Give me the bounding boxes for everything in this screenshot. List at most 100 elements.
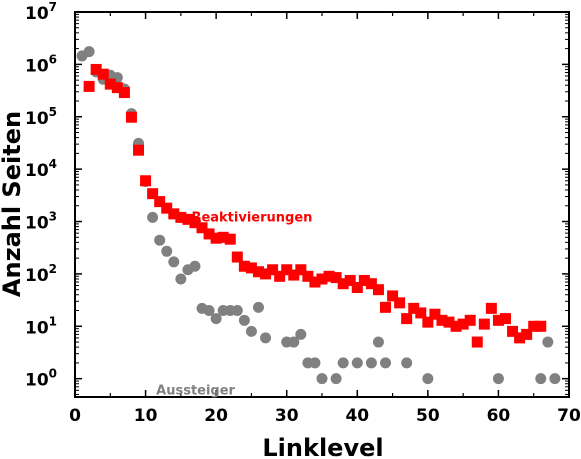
data-point-reaktivierungen — [521, 328, 533, 340]
x-tick-label: 40 — [345, 406, 369, 426]
data-point-reaktivierungen — [485, 302, 497, 314]
data-point-reaktivierungen — [337, 278, 349, 290]
data-point-reaktivierungen — [224, 233, 236, 245]
data-point-reaktivierungen — [217, 231, 229, 243]
data-point-reaktivierungen — [175, 211, 187, 223]
data-point-reaktivierungen — [83, 80, 95, 92]
data-point-reaktivierungen — [196, 222, 208, 234]
data-point-reaktivierungen — [118, 87, 130, 99]
data-point-reaktivierungen — [316, 273, 328, 285]
data-point-aussteiger — [549, 373, 561, 385]
data-point-aussteiger — [422, 373, 434, 385]
data-point-aussteiger — [309, 357, 321, 369]
data-point-aussteiger — [316, 373, 328, 385]
data-point-reaktivierungen — [189, 217, 201, 229]
data-point-aussteiger — [330, 373, 342, 385]
data-point-aussteiger — [401, 357, 413, 369]
data-point-aussteiger — [154, 234, 166, 246]
data-point-reaktivierungen — [415, 307, 427, 319]
data-point-aussteiger — [161, 245, 173, 257]
data-point-reaktivierungen — [344, 274, 356, 286]
y-tick-label: 101 — [25, 314, 57, 338]
data-point-reaktivierungen — [210, 232, 222, 244]
axis-ticks — [74, 11, 570, 397]
y-tick-label: 106 — [25, 52, 57, 76]
data-point-aussteiger — [492, 373, 504, 385]
data-point-reaktivierungen — [535, 320, 547, 332]
x-tick-label: 60 — [487, 406, 511, 426]
x-tick-label: 70 — [557, 406, 581, 426]
data-point-reaktivierungen — [302, 270, 314, 282]
data-point-reaktivierungen — [450, 320, 462, 332]
series-label-aussteiger: Aussteiger — [156, 383, 235, 398]
data-point-reaktivierungen — [111, 82, 123, 94]
data-point-reaktivierungen — [133, 144, 145, 156]
data-point-reaktivierungen — [528, 320, 540, 332]
x-tick-label: 50 — [416, 406, 440, 426]
data-point-reaktivierungen — [478, 318, 490, 330]
x-tick-label: 20 — [204, 406, 228, 426]
y-tick-label: 105 — [25, 105, 57, 129]
data-point-reaktivierungen — [288, 269, 300, 281]
x-tick-label: 0 — [69, 406, 81, 426]
y-tick-label: 107 — [25, 0, 57, 24]
data-point-aussteiger — [231, 305, 243, 317]
data-point-reaktivierungen — [168, 208, 180, 220]
data-point-reaktivierungen — [330, 272, 342, 284]
x-axis-title: Linklevel — [262, 434, 383, 459]
data-point-reaktivierungen — [203, 228, 215, 240]
data-point-reaktivierungen — [380, 301, 392, 313]
data-point-aussteiger — [380, 357, 392, 369]
data-point-reaktivierungen — [457, 318, 469, 330]
data-point-reaktivierungen — [372, 284, 384, 296]
data-point-reaktivierungen — [147, 188, 159, 200]
data-point-reaktivierungen — [182, 213, 194, 225]
data-point-aussteiger — [372, 336, 384, 348]
data-point-reaktivierungen — [90, 63, 102, 75]
data-point-reaktivierungen — [125, 111, 137, 123]
data-point-aussteiger — [337, 357, 349, 369]
y-tick-label: 100 — [25, 367, 57, 391]
data-point-reaktivierungen — [464, 314, 476, 326]
y-axis-title: Anzahl Seiten — [0, 111, 26, 297]
data-point-reaktivierungen — [436, 314, 448, 326]
data-point-reaktivierungen — [231, 251, 243, 263]
y-tick-label: 102 — [25, 262, 57, 286]
data-point-reaktivierungen — [323, 270, 335, 282]
data-point-reaktivierungen — [351, 282, 363, 294]
data-point-aussteiger — [203, 305, 215, 317]
data-point-reaktivierungen — [443, 316, 455, 328]
data-point-reaktivierungen — [514, 332, 526, 344]
data-point-aussteiger — [210, 313, 222, 325]
data-point-aussteiger — [175, 273, 187, 285]
series-reaktivierungen — [83, 63, 547, 348]
data-point-reaktivierungen — [499, 313, 511, 325]
data-point-aussteiger — [238, 314, 250, 326]
data-point-reaktivierungen — [245, 262, 257, 274]
data-point-reaktivierungen — [492, 314, 504, 326]
data-point-reaktivierungen — [252, 266, 264, 278]
data-point-reaktivierungen — [507, 325, 519, 337]
data-point-reaktivierungen — [394, 297, 406, 309]
y-axis-tick-labels: 100 101 102 103 104 105 106 107 — [25, 0, 57, 391]
series-aussteiger — [76, 46, 561, 385]
data-point-aussteiger — [168, 256, 180, 268]
data-point-reaktivierungen — [154, 196, 166, 208]
data-point-aussteiger — [288, 336, 300, 348]
data-point-reaktivierungen — [429, 308, 441, 320]
data-point-reaktivierungen — [104, 78, 116, 90]
data-point-reaktivierungen — [295, 264, 307, 276]
data-point-reaktivierungen — [387, 290, 399, 302]
data-point-aussteiger — [260, 332, 272, 344]
data-point-reaktivierungen — [471, 336, 483, 348]
x-tick-label: 30 — [275, 406, 299, 426]
y-tick-label: 103 — [25, 210, 57, 234]
x-axis-tick-labels: 0 10 20 30 40 50 60 70 — [69, 406, 581, 426]
data-point-aussteiger — [252, 301, 264, 313]
data-point-aussteiger — [189, 260, 201, 272]
data-point-reaktivierungen — [309, 276, 321, 288]
data-point-reaktivierungen — [422, 316, 434, 328]
data-point-reaktivierungen — [358, 274, 370, 286]
data-point-reaktivierungen — [408, 302, 420, 314]
